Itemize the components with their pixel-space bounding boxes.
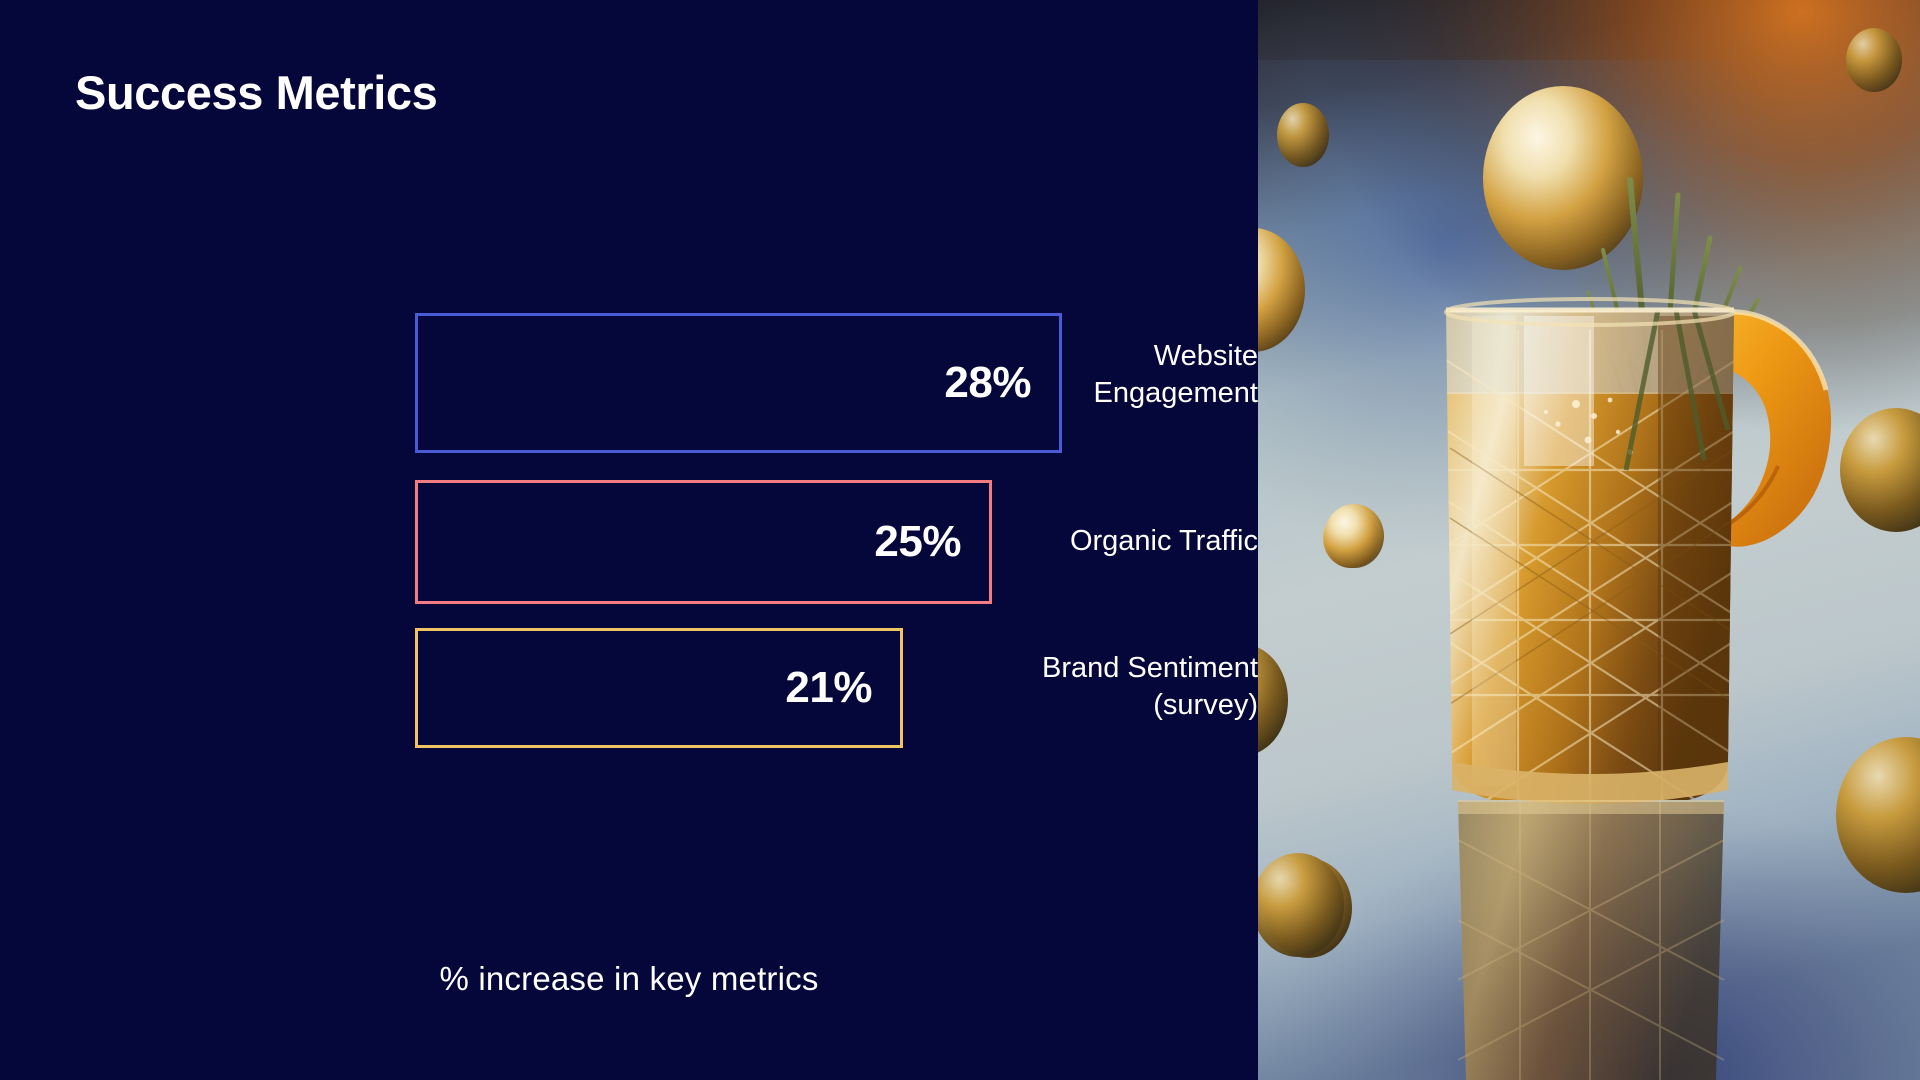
sphere-foreground-topright — [1846, 28, 1902, 92]
cocktail-photo-graphic — [1258, 0, 1920, 1080]
page-title: Success Metrics — [75, 66, 438, 119]
bar-value-label: 28% — [944, 358, 1031, 407]
bar-category-label-text: Website — [1153, 340, 1258, 372]
bar-track: 21% — [415, 628, 903, 748]
bar-track: 28% — [415, 313, 1062, 453]
chart-caption: % increase in key metrics — [439, 960, 819, 997]
bar-chart: Website Engagement 28% Organic Traffic 25… — [415, 313, 1258, 997]
bar-track: 25% — [415, 480, 992, 604]
glass-reflection — [1457, 800, 1725, 1080]
sphere-right-upper — [1840, 408, 1920, 532]
cocktail-photo — [1258, 0, 1920, 1080]
bar-organic-traffic[interactable]: 25% — [415, 480, 992, 604]
sphere-large-top — [1483, 86, 1643, 270]
sphere-left-lower — [1258, 647, 1288, 753]
bar-category-label: Website Engagement — [938, 338, 1258, 412]
bar-value-label: 25% — [874, 517, 961, 566]
bar-category-label-text-2: Engagement — [1093, 377, 1258, 409]
cocktail-glass — [1444, 297, 1736, 804]
sphere-foreground-left — [1258, 853, 1344, 957]
bar-category-label-text-2: (survey) — [1153, 689, 1258, 721]
bar-brand-sentiment[interactable]: 21% — [415, 628, 903, 748]
bar-category-label-text: Brand Sentiment — [1041, 652, 1258, 684]
bar-category-label: Organic Traffic — [938, 523, 1258, 560]
sphere-left-mid — [1258, 228, 1305, 352]
glass-cut-pattern — [1446, 330, 1734, 800]
content-panel: Success Metrics Website Engagement 28% Or… — [75, 66, 1258, 997]
sphere-small-topleft — [1277, 103, 1329, 167]
bar-value-label: 21% — [785, 663, 872, 712]
sphere-right-lower — [1836, 737, 1920, 893]
bar-category-label: Brand Sentiment (survey) — [938, 650, 1258, 724]
bar-website-engagement[interactable]: 28% — [415, 313, 1062, 453]
sphere-foreground-mid — [1324, 504, 1384, 568]
bar-category-label-text: Organic Traffic — [1069, 525, 1258, 557]
